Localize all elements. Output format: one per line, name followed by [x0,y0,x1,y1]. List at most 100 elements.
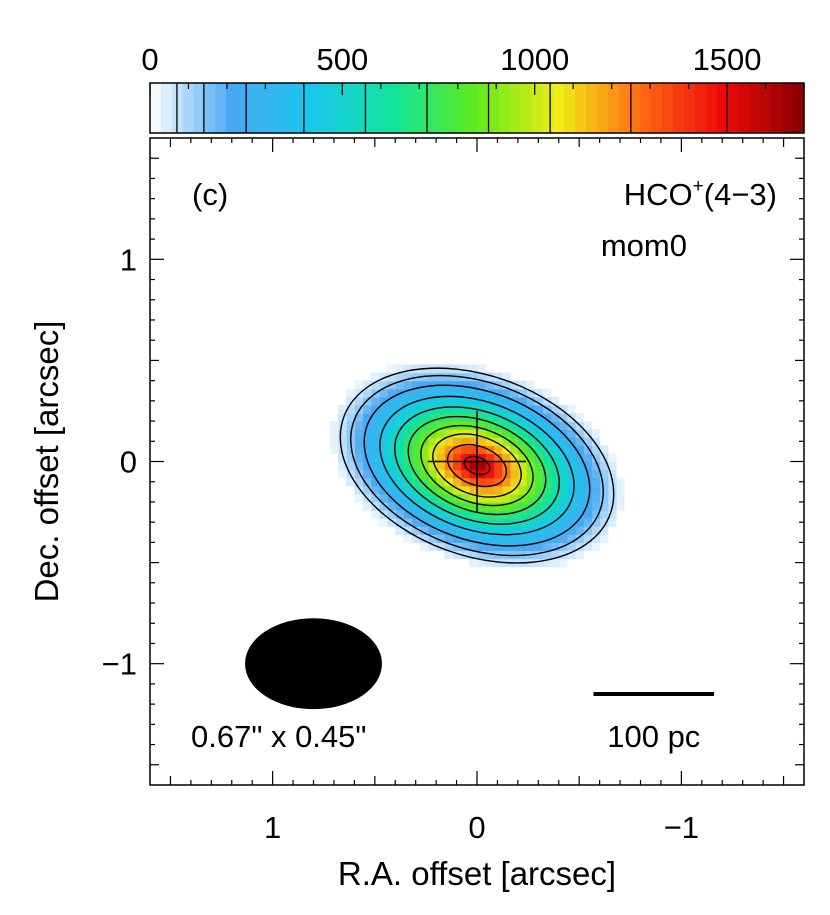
map-pixel [583,453,593,463]
colorbar-block [357,83,369,133]
map-pixel [607,453,617,463]
map-pixel [485,477,494,487]
map-pixel [591,461,601,471]
colorbar-block [771,83,783,133]
map-pixel [338,453,347,463]
map-pixel [460,404,470,414]
map-pixel [387,437,396,446]
map-pixel [436,372,445,382]
map-pixel [468,388,478,398]
map-pixel [501,429,511,438]
map-pixel [477,404,486,414]
colorbar-block [335,83,347,133]
colorbar-block [313,83,325,133]
map-pixel [411,510,421,519]
map-pixel [526,453,535,463]
colorbar-block [564,83,576,133]
map-pixel [591,485,601,495]
map-pixel [411,388,421,398]
map-pixel [599,510,609,519]
colorbar-block [346,83,358,133]
map-pixel [444,469,454,479]
map-pixel [615,493,625,503]
map-pixel [427,412,437,422]
map-pixel [329,437,339,446]
map-pixel [411,461,421,471]
map-pixel [370,461,380,471]
map-pixel [354,461,364,471]
map-pixel [378,501,388,511]
map-pixel [542,469,552,479]
colorbar-block [215,83,227,133]
colorbar: 0 500 1000 1500 [141,42,805,134]
map-pixel [395,421,405,430]
map-pixel [591,445,601,455]
contour-line [339,367,615,564]
map-pixel [468,534,478,543]
map-pixel [477,477,486,487]
map-pixel [509,493,519,503]
map-pixel [485,453,494,463]
scale-bar-label: 100 pc [607,719,700,754]
map-pixel [403,437,413,446]
map-pixel [493,412,503,422]
map-pixel [575,477,584,487]
map-pixel [370,437,380,446]
map-pixel [468,518,478,527]
molecule-name: HCO [624,177,693,212]
map-pixel [468,421,478,430]
colorbar-block [455,83,467,133]
map-pixel [346,453,355,463]
map-pixel [615,477,625,487]
map-pixel [362,469,372,479]
map-pixel [427,396,437,406]
map-pixel [550,445,560,455]
map-pixel [583,437,593,446]
map-pixel [509,445,519,455]
map-pixel [370,380,380,390]
map-pixel [607,461,617,471]
map-pixel [460,396,470,406]
map-pixel [501,453,511,463]
map-pixel [329,421,339,430]
map-pixel [387,485,396,495]
map-pixel [501,388,511,398]
map-pixel [411,518,421,527]
beam-ellipse [245,618,382,710]
map-pixel [575,493,584,503]
map-pixel [354,429,364,438]
map-pixel [485,372,494,382]
map-pixel [534,510,543,519]
map-pixel [509,542,519,552]
map-pixel [534,518,543,527]
map-pixel [395,396,405,406]
map-pixel [534,396,543,406]
x-tick-label: −1 [664,810,699,845]
map-pixel [599,485,609,495]
map-pixel [378,437,388,446]
map-pixel [460,364,470,374]
map-pixel [419,421,429,430]
map-pixel [419,388,429,398]
colorbar-block [150,83,162,133]
map-pixel [387,518,396,527]
map-pixel [460,510,470,519]
map-pixel [419,534,429,543]
map-pixel [542,550,552,560]
map-pixel [591,453,601,463]
map-pixel [550,510,560,519]
map-pixel [378,493,388,503]
map-pixel [534,558,543,568]
map-pixel [558,404,568,414]
map-pixel [354,421,364,430]
colorbar-block [411,83,424,133]
map-pixel [566,526,576,535]
map-pixel [509,404,519,414]
map-pixel [566,445,576,455]
map-pixel [362,461,372,471]
map-pixel [419,404,429,414]
map-pixel [485,518,494,527]
map-pixel [558,493,568,503]
colorbar-block [368,83,380,133]
map-pixel [485,485,494,495]
